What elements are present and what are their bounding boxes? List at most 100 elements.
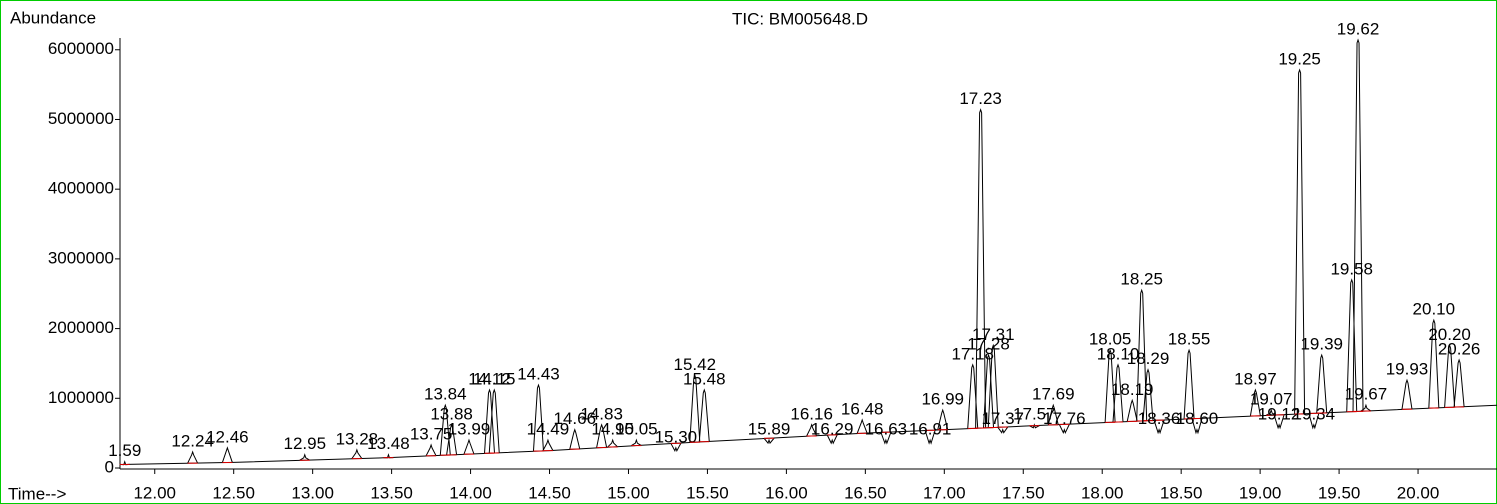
y-tick-label: 0 (105, 457, 114, 476)
peak (299, 453, 311, 461)
peak-label: 19.25 (1278, 49, 1321, 68)
x-tick-label: 12.00 (133, 483, 176, 502)
chart-title: TIC: BM005648.D (732, 9, 868, 28)
peak (463, 438, 475, 455)
peak (975, 108, 987, 429)
peak-label: 14.15 (473, 369, 516, 388)
y-tick-label: 2000000 (48, 318, 114, 337)
y-tick-label: 6000000 (48, 39, 114, 58)
peak-label: 13.48 (367, 434, 410, 453)
peak (1444, 343, 1456, 408)
peak (631, 438, 642, 447)
x-tick-label: 20.00 (1397, 483, 1440, 502)
peak-label: 19.93 (1386, 360, 1429, 379)
peak (763, 437, 775, 445)
peak-label: 18.10 (1097, 344, 1140, 363)
peak (221, 446, 233, 463)
peak (439, 403, 451, 456)
peak (997, 426, 1009, 434)
peak-label: 12.46 (206, 427, 249, 446)
x-tick-label: 19.50 (1318, 483, 1361, 502)
peak-label: 14.66 (554, 409, 597, 428)
peak-label: 17.31 (972, 325, 1015, 344)
peak-label: 19.58 (1330, 259, 1373, 278)
peak-label: 14.49 (527, 420, 570, 439)
peak-label: 19.67 (1345, 385, 1388, 404)
peak-label: 1.59 (108, 441, 141, 460)
peak-label: 12.24 (171, 431, 214, 450)
peak (1294, 68, 1306, 414)
peak-label: 13.84 (424, 385, 467, 404)
x-tick-label: 17.50 (1002, 483, 1045, 502)
peak (1401, 378, 1413, 410)
peak (187, 450, 199, 464)
peak-label: 18.55 (1168, 330, 1211, 349)
peak-label: 17.37 (981, 409, 1024, 428)
peak (1047, 403, 1059, 425)
x-tick-label: 17.00 (923, 483, 966, 502)
peak-label: 18.05 (1089, 330, 1132, 349)
peak-label: 18.19 (1111, 380, 1154, 399)
peak-label: 16.91 (909, 420, 952, 439)
peak (1029, 423, 1040, 429)
y-tick-label: 4000000 (48, 179, 114, 198)
peak (924, 430, 936, 445)
peak-label: 18.29 (1127, 349, 1170, 368)
peak (596, 423, 608, 448)
peak (569, 428, 581, 450)
peak-label: 17.76 (1043, 409, 1086, 428)
peak (1316, 353, 1328, 414)
peak-label: 19.39 (1300, 335, 1343, 354)
peak-label: 15.89 (748, 420, 791, 439)
x-tick-label: 14.50 (528, 483, 571, 502)
y-axis-label: Abundance (10, 8, 96, 27)
peak-label: 16.29 (811, 420, 854, 439)
peak (1191, 418, 1203, 435)
peak (880, 432, 892, 445)
x-tick-label: 19.00 (1239, 483, 1282, 502)
peak-label: 13.28 (336, 429, 379, 448)
peak (826, 434, 838, 445)
peak-label: 16.48 (841, 399, 884, 418)
peak-label: 12.95 (283, 434, 326, 453)
peak (1453, 358, 1465, 407)
peak-label: 13.88 (430, 404, 473, 423)
peak-label: 17.23 (959, 89, 1002, 108)
peak-label: 20.10 (1413, 300, 1456, 319)
peak (1183, 348, 1195, 419)
peak-label: 17.69 (1032, 385, 1075, 404)
peak (1153, 420, 1165, 435)
peak-label: 19.34 (1293, 404, 1336, 423)
peak-label: 14.12 (468, 369, 511, 388)
peak (987, 343, 999, 428)
peak-label: 15.42 (674, 355, 717, 374)
peak-label: 18.25 (1120, 270, 1163, 289)
peak (351, 448, 363, 459)
peak-label: 14.90 (591, 420, 634, 439)
peak (1112, 363, 1124, 423)
peak-label: 13.99 (448, 420, 491, 439)
x-tick-label: 16.50 (844, 483, 887, 502)
peak (532, 383, 544, 452)
x-tick-label: 16.00 (765, 483, 808, 502)
x-tick-label: 14.00 (449, 483, 492, 502)
x-tick-label: 13.00 (291, 483, 334, 502)
peak (698, 388, 710, 442)
peak-label: 16.99 (921, 390, 964, 409)
peak-label: 14.43 (517, 365, 560, 384)
x-axis-label: Time--> (8, 484, 66, 503)
x-tick-label: 18.00 (1081, 483, 1124, 502)
peak-label: 17.28 (967, 335, 1010, 354)
x-tick-label: 15.00 (607, 483, 650, 502)
peak (1265, 408, 1277, 416)
peak (446, 423, 458, 455)
peak-label: 18.97 (1234, 369, 1277, 388)
peak (1249, 388, 1261, 417)
peak (1360, 403, 1372, 412)
peak (607, 438, 619, 448)
peak-label: 20.26 (1438, 339, 1481, 358)
peak-label: 20.20 (1428, 325, 1471, 344)
peak (1126, 398, 1138, 422)
peak-label: 14.83 (580, 404, 623, 423)
